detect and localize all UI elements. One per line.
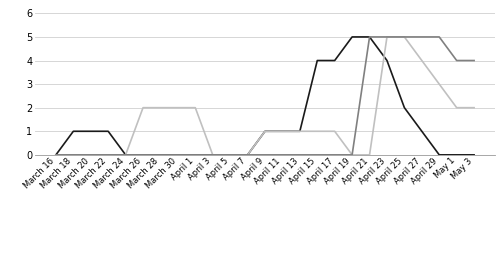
Euroregions xyxy=(402,106,407,109)
Euroregions xyxy=(244,153,250,156)
Local and regional authorities xyxy=(105,153,111,156)
Euroregions xyxy=(122,153,128,156)
Centre-based authorities xyxy=(471,59,477,62)
Centre-based authorities xyxy=(70,153,76,156)
Centre-based authorities xyxy=(314,153,320,156)
Line: Centre-based authorities: Centre-based authorities xyxy=(56,37,474,155)
Euroregions xyxy=(314,59,320,62)
Line: Euroregions: Euroregions xyxy=(56,37,474,155)
Centre-based authorities xyxy=(280,153,285,156)
Local and regional authorities xyxy=(332,130,338,133)
Local and regional authorities xyxy=(419,59,425,62)
Euroregions xyxy=(436,153,442,156)
Euroregions xyxy=(366,35,372,38)
Line: Local and regional authorities: Local and regional authorities xyxy=(56,37,474,155)
Local and regional authorities xyxy=(88,153,94,156)
Euroregions xyxy=(471,153,477,156)
Euroregions xyxy=(454,153,460,156)
Local and regional authorities xyxy=(262,130,268,133)
Euroregions xyxy=(175,153,181,156)
Centre-based authorities xyxy=(88,153,94,156)
Euroregions xyxy=(53,153,59,156)
Local and regional authorities xyxy=(192,106,198,109)
Euroregions xyxy=(297,130,303,133)
Local and regional authorities xyxy=(53,153,59,156)
Centre-based authorities xyxy=(332,153,338,156)
Local and regional authorities xyxy=(70,153,76,156)
Local and regional authorities xyxy=(280,130,285,133)
Centre-based authorities xyxy=(436,35,442,38)
Centre-based authorities xyxy=(158,153,164,156)
Euroregions xyxy=(158,153,164,156)
Local and regional authorities xyxy=(140,106,146,109)
Centre-based authorities xyxy=(210,153,216,156)
Local and regional authorities xyxy=(384,35,390,38)
Local and regional authorities xyxy=(297,130,303,133)
Local and regional authorities xyxy=(158,106,164,109)
Centre-based authorities xyxy=(402,35,407,38)
Local and regional authorities xyxy=(402,35,407,38)
Local and regional authorities xyxy=(244,153,250,156)
Centre-based authorities xyxy=(175,153,181,156)
Euroregions xyxy=(88,130,94,133)
Centre-based authorities xyxy=(366,35,372,38)
Centre-based authorities xyxy=(192,153,198,156)
Local and regional authorities xyxy=(314,130,320,133)
Centre-based authorities xyxy=(122,153,128,156)
Euroregions xyxy=(210,153,216,156)
Local and regional authorities xyxy=(436,83,442,86)
Euroregions xyxy=(349,35,355,38)
Euroregions xyxy=(140,153,146,156)
Euroregions xyxy=(70,130,76,133)
Centre-based authorities xyxy=(262,153,268,156)
Euroregions xyxy=(384,59,390,62)
Euroregions xyxy=(332,59,338,62)
Euroregions xyxy=(280,130,285,133)
Local and regional authorities xyxy=(349,153,355,156)
Euroregions xyxy=(192,153,198,156)
Centre-based authorities xyxy=(140,153,146,156)
Centre-based authorities xyxy=(105,153,111,156)
Local and regional authorities xyxy=(175,106,181,109)
Euroregions xyxy=(227,153,233,156)
Centre-based authorities xyxy=(419,35,425,38)
Local and regional authorities xyxy=(227,153,233,156)
Local and regional authorities xyxy=(122,153,128,156)
Centre-based authorities xyxy=(227,153,233,156)
Centre-based authorities xyxy=(384,35,390,38)
Local and regional authorities xyxy=(366,153,372,156)
Centre-based authorities xyxy=(244,153,250,156)
Centre-based authorities xyxy=(454,59,460,62)
Euroregions xyxy=(262,130,268,133)
Local and regional authorities xyxy=(454,106,460,109)
Centre-based authorities xyxy=(53,153,59,156)
Local and regional authorities xyxy=(210,153,216,156)
Local and regional authorities xyxy=(471,106,477,109)
Centre-based authorities xyxy=(297,153,303,156)
Euroregions xyxy=(105,130,111,133)
Euroregions xyxy=(419,130,425,133)
Centre-based authorities xyxy=(349,153,355,156)
